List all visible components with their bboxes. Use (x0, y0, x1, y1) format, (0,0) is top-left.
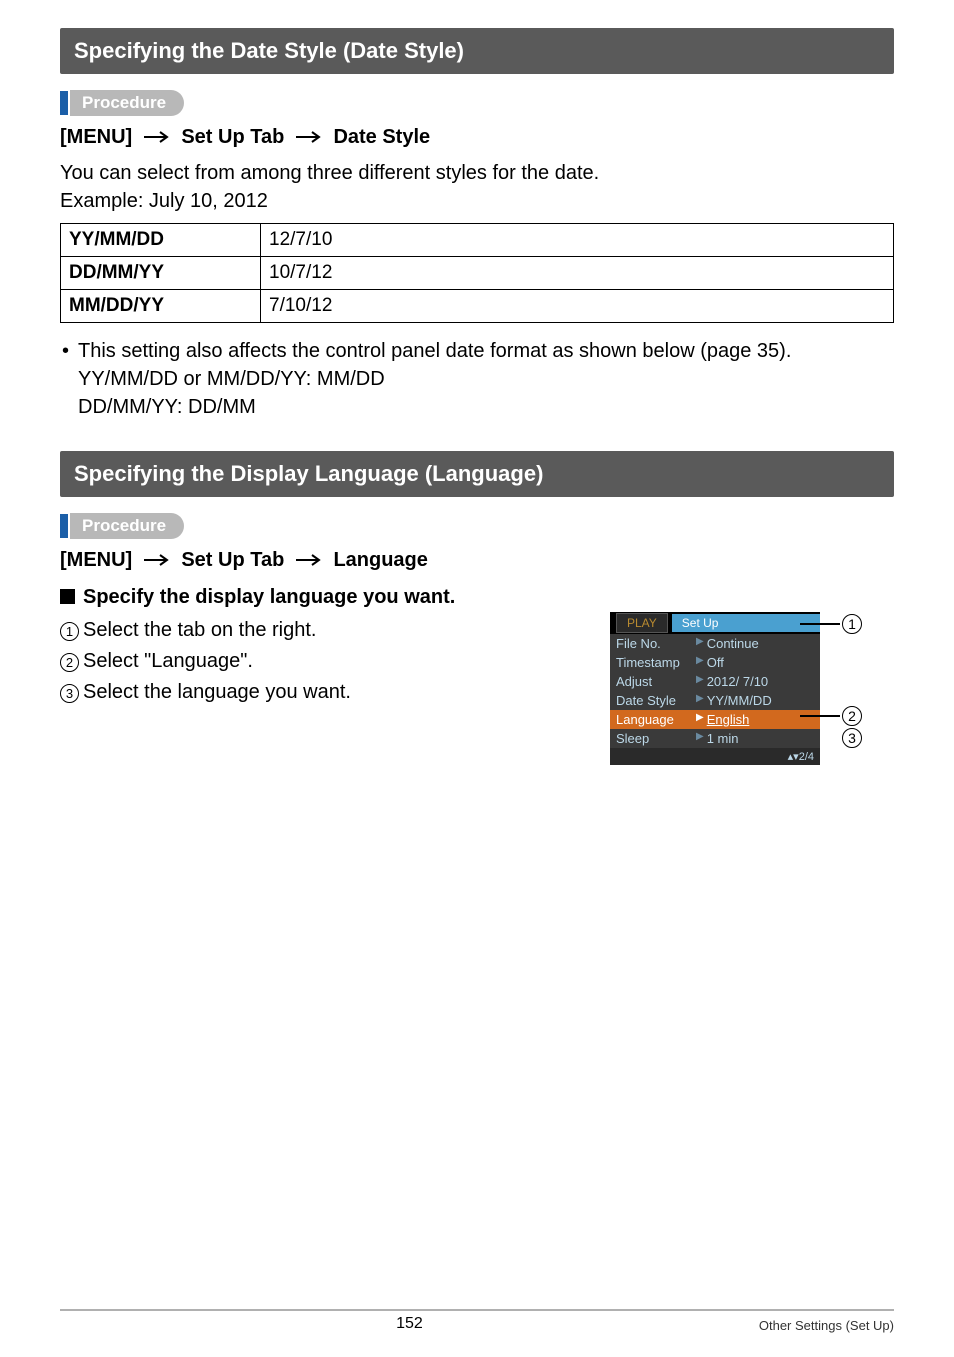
page-footer: 152 Other Settings (Set Up) (60, 1309, 894, 1333)
procedure-pill-1: Procedure (60, 90, 894, 116)
menu-row: Sleep▶1 min (610, 729, 820, 748)
section-title-2: Specifying the Display Language (Languag… (60, 451, 894, 497)
menu-row: Adjust▶2012/ 7/10 (610, 672, 820, 691)
menu-footer: ▴▾2/4 (610, 748, 820, 765)
tab-setup: Set Up (672, 614, 820, 632)
table-row: DD/MM/YY10/7/12 (61, 257, 894, 290)
callout-1: 1 (842, 613, 866, 634)
menu-path-2: [MENU] Set Up Tab Language (60, 549, 894, 572)
page-number: 152 (60, 1315, 759, 1333)
footer-section-label: Other Settings (Set Up) (759, 1318, 894, 1333)
note-block: •This setting also affects the control p… (62, 337, 894, 421)
date-style-table: YY/MM/DD12/7/10 DD/MM/YY10/7/12 MM/DD/YY… (60, 223, 894, 323)
callout-2-3: 23 (842, 705, 866, 748)
procedure-pill-2: Procedure (60, 513, 894, 539)
arrow-icon (144, 549, 170, 572)
tab-play: PLAY (616, 613, 668, 633)
arrow-icon (296, 126, 322, 149)
menu-row-highlight: Language▶English (610, 710, 820, 729)
menu-row: Date Style▶YY/MM/DD (610, 691, 820, 710)
table-row: MM/DD/YY7/10/12 (61, 290, 894, 323)
arrow-icon (144, 126, 170, 149)
intro-text: You can select from among three differen… (60, 159, 894, 215)
subhead: Specify the display language you want. (60, 586, 894, 609)
table-row: YY/MM/DD12/7/10 (61, 224, 894, 257)
section-title-1: Specifying the Date Style (Date Style) (60, 28, 894, 74)
menu-path-1: [MENU] Set Up Tab Date Style (60, 126, 894, 149)
menu-row: File No.▶Continue (610, 634, 820, 653)
menu-row: Timestamp▶Off (610, 653, 820, 672)
arrow-icon (296, 549, 322, 572)
menu-panel-figure: PLAY Set Up File No.▶Continue Timestamp▶… (610, 612, 820, 765)
